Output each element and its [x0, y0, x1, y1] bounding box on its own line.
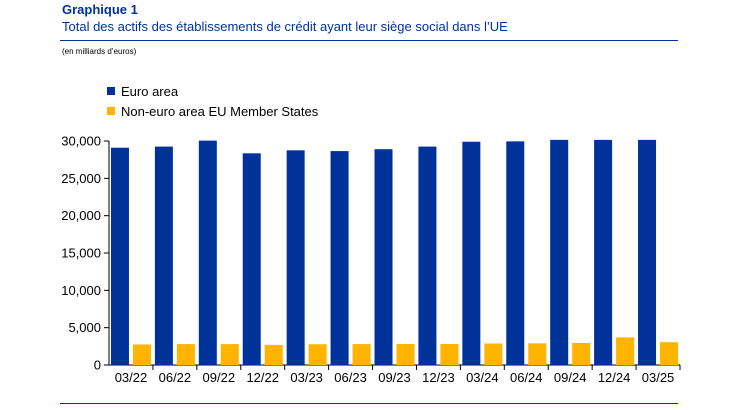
- bar-non-euro: [220, 344, 239, 365]
- bar-non-euro: [176, 344, 195, 365]
- bar-non-euro: [616, 337, 635, 365]
- bar-euro-area: [550, 139, 569, 365]
- x-tick-label: 03/23: [290, 370, 323, 385]
- bar-non-euro: [396, 343, 415, 365]
- x-tick-label: 09/22: [203, 370, 236, 385]
- bar-euro-area: [418, 146, 437, 365]
- bar-non-euro: [484, 343, 503, 365]
- bar-euro-area: [330, 151, 349, 365]
- x-tick-label: 03/22: [115, 370, 148, 385]
- y-tick-label: 15,000: [61, 246, 101, 261]
- bar-euro-area: [462, 141, 481, 365]
- x-tick-label: 09/23: [378, 370, 411, 385]
- x-tick-label: 06/24: [510, 370, 543, 385]
- bar-euro-area: [242, 153, 261, 365]
- bar-non-euro: [352, 344, 371, 365]
- bar-non-euro: [528, 343, 547, 365]
- y-tick-label: 5,000: [68, 320, 101, 335]
- x-tick-label: 06/22: [159, 370, 192, 385]
- bar-euro-area: [638, 139, 657, 365]
- legend-item-euro-area: Euro area: [107, 81, 318, 101]
- x-tick-label: 12/24: [598, 370, 631, 385]
- bar-euro-area: [110, 147, 129, 365]
- bar-non-euro: [660, 342, 679, 365]
- bar-non-euro: [264, 344, 283, 365]
- y-tick-label: 25,000: [61, 171, 101, 186]
- bar-euro-area: [154, 146, 173, 365]
- x-tick-label: 03/25: [642, 370, 675, 385]
- bar-euro-area: [506, 141, 525, 365]
- bar-euro-area: [198, 140, 217, 365]
- y-tick-label: 10,000: [61, 283, 101, 298]
- x-tick-label: 03/24: [466, 370, 499, 385]
- legend-label-euro-area: Euro area: [121, 83, 179, 99]
- bar-euro-area: [374, 149, 393, 365]
- y-tick-label: 20,000: [61, 208, 101, 223]
- top-rule: [60, 40, 678, 41]
- legend-item-non-euro: Non-euro area EU Member States: [107, 101, 318, 121]
- bar-non-euro: [572, 342, 591, 365]
- y-tick-label: 0: [94, 358, 101, 373]
- x-tick-label: 09/24: [554, 370, 587, 385]
- bar-euro-area: [594, 139, 613, 365]
- bar-non-euro: [132, 344, 151, 365]
- chart-subtitle: Total des actifs des établissements de c…: [62, 19, 508, 34]
- chart-legend: Euro area Non-euro area EU Member States: [107, 81, 318, 121]
- chart-heading: Graphique 1: [62, 2, 138, 17]
- x-tick-label: 12/23: [422, 370, 455, 385]
- bottom-rule: [60, 403, 678, 404]
- legend-label-non-euro: Non-euro area EU Member States: [121, 103, 319, 119]
- legend-swatch-non-euro: [107, 107, 115, 115]
- x-tick-label: 06/23: [334, 370, 367, 385]
- bar-non-euro: [308, 344, 327, 365]
- y-tick-label: 30,000: [61, 134, 101, 149]
- bar-non-euro: [440, 343, 459, 365]
- x-tick-label: 12/22: [246, 370, 279, 385]
- bar-euro-area: [286, 150, 305, 365]
- unit-note: (en milliards d’euros): [62, 47, 137, 56]
- legend-swatch-euro-area: [107, 87, 115, 95]
